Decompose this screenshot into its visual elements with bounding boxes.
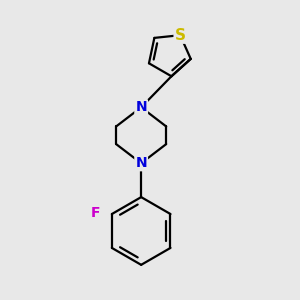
Text: N: N [135, 100, 147, 114]
Text: F: F [91, 206, 101, 220]
Text: N: N [135, 156, 147, 170]
Text: S: S [175, 28, 186, 43]
